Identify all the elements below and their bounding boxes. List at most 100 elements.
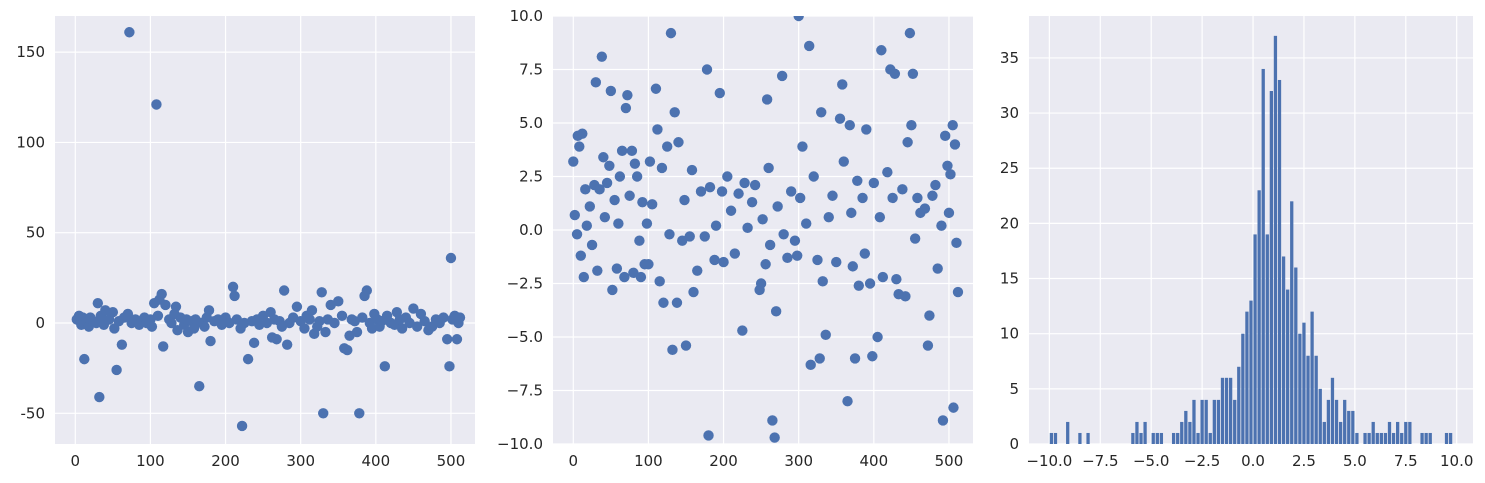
- scatter-point: [942, 160, 953, 171]
- histogram-bar: [1334, 399, 1339, 444]
- scatter-point: [596, 51, 608, 62]
- scatter-point: [767, 415, 778, 426]
- histogram-bar: [1294, 267, 1298, 444]
- scatter-point: [329, 317, 340, 329]
- x-tick-label: 0.0: [1241, 452, 1265, 470]
- scatter-point: [336, 310, 348, 321]
- y-tick-label: 2.5: [519, 168, 543, 186]
- y-tick-label: 30: [1000, 104, 1019, 122]
- scatter-point: [823, 211, 834, 223]
- histogram-bar: [1286, 289, 1290, 444]
- scatter-point: [229, 290, 240, 302]
- histogram-bar: [1245, 311, 1249, 444]
- histogram-bar: [1184, 410, 1188, 444]
- histogram-bar: [1371, 421, 1375, 444]
- scatter-point: [584, 201, 596, 212]
- scatter-point: [749, 179, 761, 191]
- scatter-point: [927, 190, 938, 201]
- scatter-point: [644, 156, 656, 167]
- histogram-bar: [1424, 432, 1428, 444]
- histogram-bar: [1233, 399, 1237, 444]
- scatter-point: [646, 199, 658, 210]
- x-tick-label: −5.0: [1133, 452, 1169, 470]
- x-tick-label: 10.0: [1440, 452, 1473, 470]
- scatter-point: [847, 261, 858, 272]
- marks-group: [1049, 35, 1453, 444]
- scatter-point: [838, 156, 849, 167]
- scatter-point: [737, 325, 748, 336]
- scatter-point: [679, 194, 690, 206]
- scatter-point: [897, 184, 908, 195]
- scatter-point: [680, 340, 692, 351]
- scatter-point: [607, 284, 618, 296]
- y-tick-label: 0: [1009, 435, 1019, 453]
- scatter-point: [725, 205, 737, 216]
- scatter-plot-full-range: 0 100 200 300 400 500 -50 0 50 100 150: [16, 16, 475, 470]
- scatter-point: [746, 196, 758, 208]
- histogram-bar: [1343, 399, 1347, 444]
- y-tick-label: 35: [1000, 49, 1019, 67]
- histogram-bar: [1135, 421, 1139, 444]
- x-tick-label: 400: [860, 452, 889, 470]
- scatter-point: [793, 16, 804, 22]
- histogram-bar: [1208, 432, 1212, 444]
- scatter-point: [739, 177, 750, 189]
- scatter-point: [930, 179, 941, 191]
- scatter-point: [271, 334, 282, 345]
- scatter-point: [667, 344, 678, 356]
- scatter-point: [669, 107, 680, 118]
- scatter-point: [605, 85, 617, 97]
- histogram-bar: [1318, 388, 1322, 444]
- y-tick-label: 7.5: [519, 61, 543, 79]
- histogram-bar: [1404, 421, 1408, 444]
- scatter-point: [203, 305, 215, 316]
- histogram-bar: [1448, 432, 1453, 444]
- scatter-point: [152, 310, 164, 321]
- scatter-point: [882, 167, 893, 178]
- y-tick-label: −10.0: [497, 435, 543, 453]
- histogram-bar: [1086, 432, 1090, 444]
- scatter-point: [922, 340, 934, 351]
- scatter-point: [688, 286, 699, 298]
- scatter-point: [611, 263, 623, 274]
- scatter-point: [763, 162, 774, 174]
- histogram-bar: [1330, 377, 1335, 444]
- scatter-point: [299, 323, 310, 334]
- scatter-point: [342, 344, 353, 356]
- scatter-point: [613, 218, 624, 229]
- y-tick-label: 5.0: [519, 114, 543, 132]
- scatter-point: [805, 359, 816, 371]
- scatter-point: [857, 192, 868, 204]
- scatter-point: [569, 209, 580, 221]
- scatter-point: [817, 276, 828, 287]
- scatter-point: [227, 281, 239, 293]
- histogram-bar: [1224, 377, 1229, 444]
- scatter-point: [599, 211, 611, 223]
- scatter-point: [318, 408, 329, 419]
- scatter-point: [604, 160, 615, 171]
- scatter-point: [634, 235, 645, 246]
- scatter-point: [379, 361, 391, 372]
- scatter-point: [769, 432, 780, 443]
- scatter-point: [716, 186, 728, 197]
- histogram-bar: [1253, 234, 1257, 444]
- scatter-point: [695, 186, 707, 197]
- marks-group: [568, 16, 964, 443]
- x-tick-label: 0: [71, 452, 81, 470]
- scatter-point: [314, 315, 325, 327]
- scatter-point: [411, 321, 423, 332]
- scatter-point: [951, 237, 962, 249]
- histogram-bar: [1277, 79, 1282, 444]
- histogram-bar: [1387, 421, 1392, 444]
- x-tick-label: 400: [362, 452, 391, 470]
- scatter-point: [248, 337, 260, 349]
- scatter-point: [699, 231, 710, 242]
- scatter-point: [714, 87, 725, 99]
- scatter-point: [827, 190, 838, 201]
- scatter-point: [864, 278, 876, 289]
- y-tick-label: 0.0: [519, 221, 543, 239]
- scatter-point: [92, 297, 104, 309]
- histogram-bar: [1237, 366, 1241, 444]
- histogram-bar: [1261, 68, 1265, 444]
- histogram-bar: [1155, 432, 1159, 444]
